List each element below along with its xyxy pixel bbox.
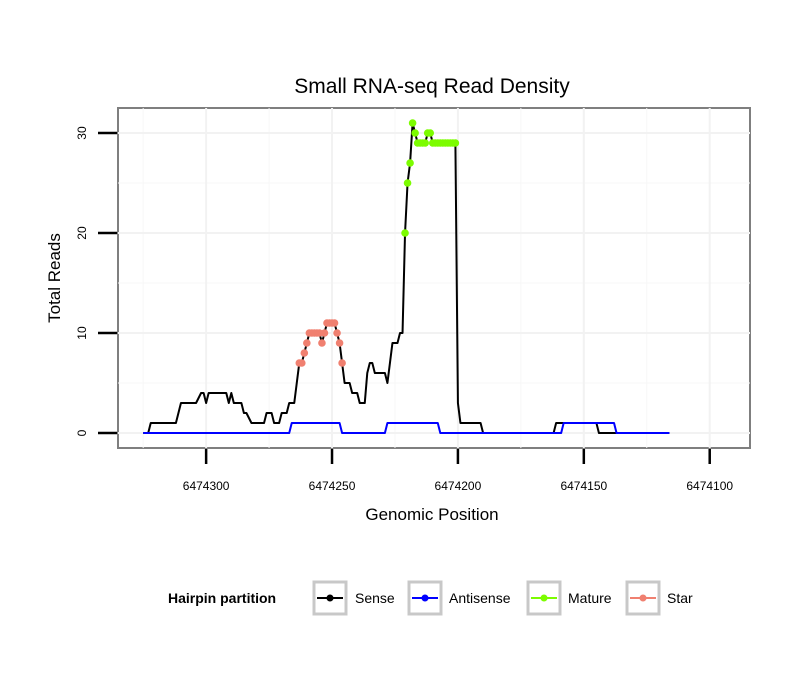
legend: Hairpin partition Sense Antisense Mature [168,580,693,616]
grid-minor [118,108,750,448]
y-axis: 0 10 20 30 [75,126,117,436]
plot-panel [117,107,751,449]
legend-title: Hairpin partition [168,590,276,606]
data-point-star [318,339,326,347]
legend-item-star: Star [625,580,693,616]
legend-dot-sense [326,594,334,602]
x-axis-tick-label: 6474150 [560,479,607,493]
data-point-mature [408,119,417,127]
legend-dot-mature [540,594,548,602]
y-axis-title: Total Reads [45,233,64,323]
data-point-star [333,329,341,337]
series-line-antisense [143,422,670,434]
legend-item-antisense: Antisense [407,580,511,616]
y-axis-tick-label: 0 [75,429,89,436]
data-point-star [298,359,306,367]
chart-title: Small RNA-seq Read Density [294,75,570,98]
x-axis-tick-label: 6474300 [183,479,230,493]
data-point-star [335,339,344,347]
y-axis-tick-label: 10 [75,326,89,340]
data-point-mature [426,129,435,137]
data-point-mature [451,139,460,147]
data-point-mature [403,179,412,187]
legend-dot-antisense [421,594,429,602]
data-point-mature [411,129,419,137]
data-point-mature [401,229,409,237]
legend-dot-star [639,594,647,602]
legend-label-mature: Mature [568,590,612,606]
legend-label-star: Star [667,590,693,606]
y-axis-tick-label: 20 [75,226,89,240]
data-point-star [330,319,339,327]
legend-label-sense: Sense [355,590,395,606]
data-point-star [338,359,346,367]
legend-item-mature: Mature [526,580,612,616]
data-point-star [320,329,329,337]
series-layer [143,119,670,434]
y-axis-tick-label: 30 [75,126,89,140]
data-point-star [300,349,309,357]
data-point-mature [406,159,414,167]
data-point-star [303,339,311,347]
legend-label-antisense: Antisense [449,590,511,606]
x-axis-tick-label: 6474100 [686,479,733,493]
x-axis-title: Genomic Position [365,505,498,524]
legend-item-sense: Sense [312,580,395,616]
x-axis: 6474300 6474250 6474200 6474150 6474100 [183,449,733,493]
data-point-mature [421,139,429,147]
x-axis-tick-label: 6474200 [435,479,482,493]
x-axis-tick-label: 6474250 [309,479,356,493]
